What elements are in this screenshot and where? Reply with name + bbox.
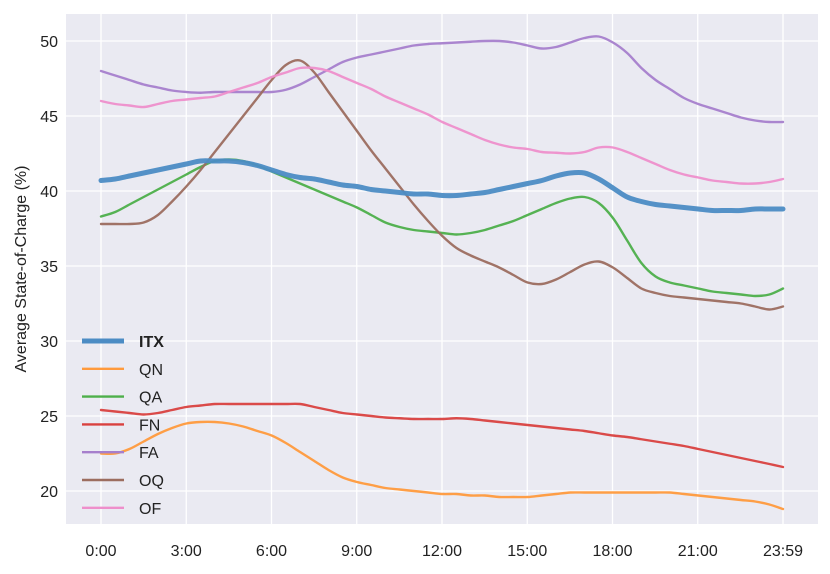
- legend-label-itx: ITX: [139, 334, 164, 351]
- series-line-fa: [99, 35, 785, 124]
- series-line-itx: [98, 158, 786, 214]
- x-tick-label: 0:00: [85, 543, 116, 560]
- y-tick-label: 40: [40, 184, 58, 201]
- series-line-fn: [99, 402, 785, 469]
- x-axis-ticks: 0:00 3:00 6:00 9:00 12:00 15:00 18:00 21:00 23:5…: [85, 543, 803, 560]
- x-tick-label: 9:00: [341, 543, 372, 560]
- x-tick-label: 15:00: [507, 543, 547, 560]
- series-line-qn: [99, 420, 785, 511]
- legend-label-fn: FN: [139, 417, 160, 434]
- legend-label-of: OF: [139, 501, 161, 518]
- series-lines: [98, 35, 786, 511]
- legend-label-qn: QN: [139, 362, 163, 379]
- legend-label-fa: FA: [139, 445, 159, 462]
- x-tick-label: 21:00: [678, 543, 718, 560]
- x-tick-label: 3:00: [171, 543, 202, 560]
- y-tick-label: 20: [40, 484, 58, 501]
- x-tick-label: 12:00: [422, 543, 462, 560]
- y-tick-label: 30: [40, 334, 58, 351]
- series-line-of: [99, 66, 785, 185]
- y-axis-ticks: 20 25 30 35 40 45 50: [40, 34, 58, 501]
- series-line-oq: [99, 59, 785, 311]
- y-tick-label: 50: [40, 34, 58, 51]
- legend-label-oq: OQ: [139, 473, 164, 490]
- y-tick-label: 25: [40, 409, 58, 426]
- y-tick-label: 35: [40, 259, 58, 276]
- x-tick-label: 6:00: [256, 543, 287, 560]
- y-axis-label: Average State-of-Charge (%): [13, 166, 30, 373]
- legend: ITX QN QA FN FA OQ OF: [82, 334, 164, 518]
- y-tick-label: 45: [40, 109, 58, 126]
- x-tick-label: 18:00: [592, 543, 632, 560]
- x-tick-label: 23:59: [763, 543, 803, 560]
- legend-label-qa: QA: [139, 390, 162, 407]
